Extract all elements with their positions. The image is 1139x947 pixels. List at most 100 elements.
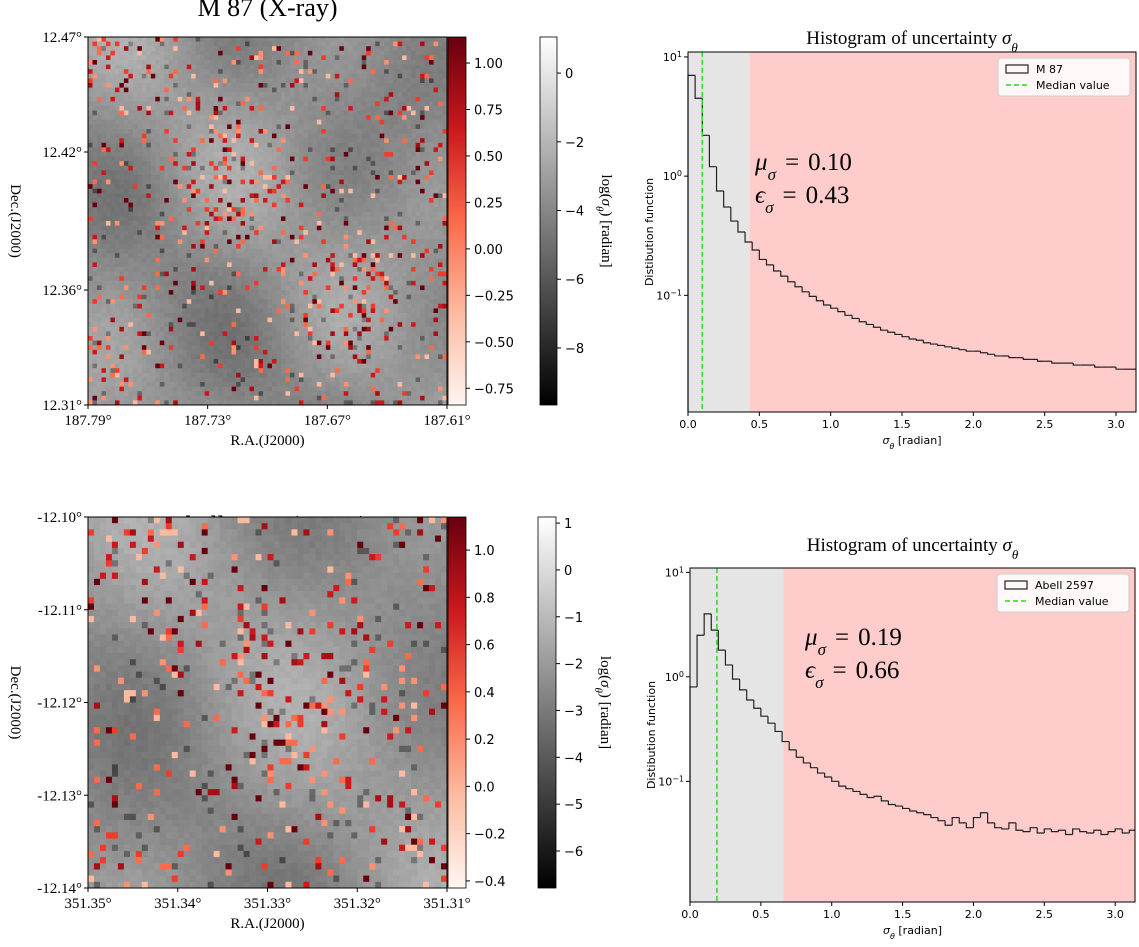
map-pixel: [249, 313, 255, 318]
map-pixel: [415, 73, 421, 79]
map-pixel: [123, 317, 129, 323]
map-pixel: [393, 37, 399, 42]
map-pixel: [155, 322, 161, 328]
map-pixel: [411, 193, 416, 199]
map-pixel: [200, 253, 206, 259]
map-pixel: [177, 142, 183, 148]
map-pixel: [388, 179, 394, 185]
map-pixel: [348, 50, 354, 56]
map-pixel: [325, 106, 331, 111]
map-pixel: [258, 138, 264, 144]
map-pixel: [433, 225, 439, 231]
map-pixel: [101, 193, 107, 199]
map-pixel: [307, 69, 313, 75]
map-pixel: [222, 156, 228, 162]
map-pixel: [186, 303, 192, 309]
map-pixel: [375, 308, 381, 314]
map-pixel: [289, 147, 295, 153]
map-pixel: [321, 239, 327, 245]
map-pixel: [361, 308, 367, 314]
map-pixel: [105, 179, 111, 185]
map-pixel: [159, 138, 165, 144]
map-pixel: [424, 303, 430, 309]
map-pixel: [195, 230, 201, 236]
map-pixel: [321, 96, 327, 102]
map-pixel: [294, 280, 300, 286]
map-pixel: [442, 119, 448, 125]
map-pixel: [177, 170, 183, 176]
map-pixel: [325, 152, 331, 157]
map-pixel: [420, 294, 425, 300]
map-pixel: [114, 138, 120, 144]
map-pixel: [334, 294, 340, 300]
map-pixel: [227, 271, 232, 277]
map-pixel: [321, 138, 327, 144]
map-pixel: [155, 308, 161, 314]
map-pixel: [168, 133, 174, 139]
map-pixel: [411, 138, 416, 144]
map-pixel: [375, 202, 381, 208]
map-pixel: [289, 184, 295, 190]
map-pixel: [438, 244, 443, 249]
map-pixel: [348, 267, 354, 272]
map-pixel: [209, 234, 215, 240]
map-pixel: [119, 280, 125, 286]
map-pixel: [123, 216, 129, 222]
map-pixel: [429, 101, 434, 107]
map-pixel: [227, 96, 232, 102]
map-pixel: [88, 83, 93, 88]
map-pixel: [361, 225, 367, 231]
map-pixel: [150, 276, 156, 282]
map-pixel: [334, 198, 340, 203]
map-pixel: [357, 156, 363, 162]
map-pixel: [114, 83, 120, 88]
map-pixel: [285, 299, 291, 305]
map-pixel: [258, 184, 264, 190]
map-pixel: [105, 46, 111, 52]
map-pixel: [146, 271, 152, 277]
map-pixel: [366, 257, 372, 263]
map-pixel: [415, 244, 421, 249]
map-pixel: [177, 211, 183, 217]
map-pixel: [209, 202, 215, 208]
map-pixel: [325, 46, 331, 52]
map-pixel: [298, 69, 304, 75]
map-pixel: [186, 147, 192, 153]
map-pixel: [316, 129, 322, 134]
map-pixel: [375, 294, 381, 300]
map-pixel: [352, 124, 358, 130]
map-pixel: [411, 96, 416, 102]
map-pixel: [195, 193, 201, 199]
map-pixel: [177, 138, 183, 144]
map-pixel: [249, 253, 255, 259]
map-pixel: [379, 101, 385, 107]
map-pixel: [168, 248, 174, 254]
map-pixel: [397, 50, 403, 56]
map-pixel: [384, 234, 390, 240]
map-pixel: [357, 285, 363, 291]
map-pixel: [200, 83, 206, 88]
map-pixel: [141, 41, 147, 47]
map-pixel: [155, 290, 161, 295]
map-pixel: [123, 271, 129, 277]
map-pixel: [231, 211, 237, 217]
map-pixel: [289, 138, 295, 144]
map-pixel: [438, 285, 443, 291]
map-pixel: [442, 175, 448, 180]
map-pixel: [173, 193, 179, 199]
map-pixel: [285, 64, 291, 70]
map-pixel: [132, 244, 138, 249]
map-pixel: [105, 188, 111, 194]
map-pixel: [258, 96, 264, 102]
map-pixel: [227, 248, 232, 254]
map-pixel: [231, 308, 237, 314]
map-pixel: [280, 221, 286, 226]
map-pixel: [406, 175, 412, 180]
map-pixel: [433, 294, 439, 300]
map-pixel: [119, 55, 125, 61]
map-pixel: [200, 138, 206, 144]
map-pixel: [352, 313, 358, 318]
map-pixel: [393, 280, 399, 286]
map-pixel: [303, 142, 309, 148]
map-pixel: [231, 257, 237, 263]
